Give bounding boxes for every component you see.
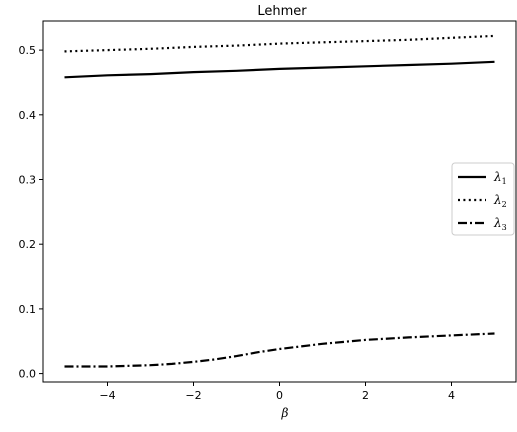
y-tick-label: 0.2 — [19, 238, 37, 251]
series-line-3 — [64, 332, 495, 368]
y-tick-label: 0.5 — [19, 44, 37, 57]
x-tick-label: 0 — [276, 389, 283, 402]
y-tick-label: 0.3 — [19, 174, 37, 187]
x-tick-label: −4 — [99, 389, 115, 402]
x-tick-label: 4 — [448, 389, 455, 402]
x-tick-label: −2 — [185, 389, 201, 402]
y-tick-label: 0.0 — [19, 368, 37, 381]
x-tick-label: 2 — [362, 389, 369, 402]
axis-ticks: −4 −2 0 2 4 0.0 0.1 0.2 0.3 0.4 0.5 — [19, 44, 456, 402]
y-tick-label: 0.4 — [19, 109, 37, 122]
plot-lines — [64, 34, 495, 368]
x-axis-label: β — [281, 406, 289, 420]
legend-box — [451, 162, 515, 236]
series-line-1 — [64, 60, 495, 79]
y-tick-label: 0.1 — [19, 303, 37, 316]
plot-frame — [42, 20, 517, 383]
chart-title: Lehmer — [257, 4, 307, 19]
series-line-2 — [64, 34, 495, 53]
